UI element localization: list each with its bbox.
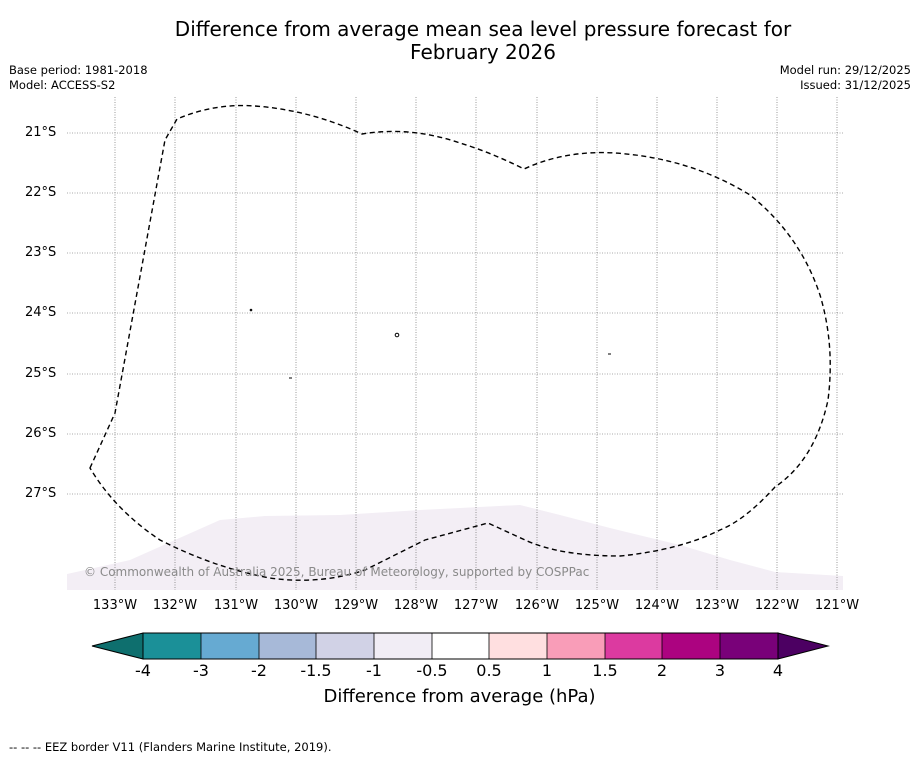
colorbar-tick: 4 bbox=[772, 661, 784, 680]
colorbar-tick: -3 bbox=[193, 661, 209, 680]
colorbar bbox=[91, 632, 830, 660]
colorbar-tick: 3 bbox=[714, 661, 726, 680]
islands bbox=[249, 308, 611, 379]
latitude-gridlines bbox=[67, 132, 843, 495]
issued-date: Issued: 31/12/2025 bbox=[800, 78, 911, 92]
island-2 bbox=[394, 332, 400, 338]
colorbar-tick: 1 bbox=[541, 661, 553, 680]
lon-label: 127°W bbox=[453, 598, 499, 613]
eez-legend-footer: -- -- -- EEZ border V11 (Flanders Marine… bbox=[9, 740, 332, 754]
lon-label: 129°W bbox=[333, 598, 379, 613]
lat-label: 21°S bbox=[25, 125, 57, 140]
lon-label: 132°W bbox=[152, 598, 198, 613]
map-title: Difference from average mean sea level p… bbox=[0, 18, 919, 64]
colorbar-bin bbox=[662, 633, 720, 659]
meta-right: Model run: 29/12/2025 Issued: 31/12/2025 bbox=[780, 63, 911, 93]
colorbar-tick: 1.5 bbox=[592, 661, 618, 680]
lon-label: 128°W bbox=[393, 598, 439, 613]
model-name: Model: ACCESS-S2 bbox=[9, 78, 116, 92]
colorbar-bin bbox=[259, 633, 316, 659]
lon-label: 124°W bbox=[634, 598, 680, 613]
colorbar-tick: 2 bbox=[656, 661, 668, 680]
eez-border bbox=[89, 104, 831, 581]
lat-label: 22°S bbox=[25, 185, 57, 200]
map-panel bbox=[67, 97, 843, 590]
lon-label: 130°W bbox=[273, 598, 319, 613]
colorbar-bin bbox=[605, 633, 662, 659]
colorbar-bin bbox=[720, 633, 778, 659]
lon-label: 122°W bbox=[754, 598, 800, 613]
colorbar-tick: -1.5 bbox=[300, 661, 332, 680]
lat-label: 27°S bbox=[25, 486, 57, 501]
longitude-gridlines bbox=[114, 97, 838, 590]
lat-label: 24°S bbox=[25, 305, 57, 320]
colorbar-tick: -0.5 bbox=[416, 661, 448, 680]
lon-label: 131°W bbox=[213, 598, 259, 613]
lat-label: 26°S bbox=[25, 426, 57, 441]
colorbar-bin bbox=[489, 633, 547, 659]
colorbar-tick: 0.5 bbox=[476, 661, 502, 680]
lat-label: 25°S bbox=[25, 366, 57, 381]
colorbar-arrow-high bbox=[777, 632, 830, 660]
colorbar-bin bbox=[432, 633, 489, 659]
colorbar-label: Difference from average (hPa) bbox=[323, 686, 596, 707]
lon-label: 121°W bbox=[814, 598, 860, 613]
colorbar-tick: -4 bbox=[135, 661, 151, 680]
anomaly-shading bbox=[67, 505, 843, 590]
island-1 bbox=[249, 308, 253, 312]
colorbar-frame bbox=[142, 632, 779, 660]
base-period: Base period: 1981-2018 bbox=[9, 63, 148, 77]
lon-label: 133°W bbox=[92, 598, 138, 613]
colorbar-bin bbox=[316, 633, 374, 659]
lon-label: 126°W bbox=[514, 598, 560, 613]
colorbar-tick: -1 bbox=[366, 661, 382, 680]
meta-left: Base period: 1981-2018 Model: ACCESS-S2 bbox=[9, 63, 148, 93]
colorbar-dividers bbox=[200, 633, 721, 659]
colorbar-bin bbox=[374, 633, 432, 659]
colorbar-arrow-low bbox=[91, 632, 144, 660]
model-run: Model run: 29/12/2025 bbox=[779, 63, 911, 77]
lon-label: 125°W bbox=[574, 598, 620, 613]
colorbar-bin bbox=[201, 633, 259, 659]
title-line-2: February 2026 bbox=[410, 40, 556, 64]
colorbar-bin bbox=[143, 633, 201, 659]
lat-label: 23°S bbox=[25, 245, 57, 260]
title-line-1: Difference from average mean sea level p… bbox=[174, 17, 792, 41]
copyright-notice: © Commonwealth of Australia 2025, Bureau… bbox=[84, 565, 590, 579]
colorbar-tick: -2 bbox=[251, 661, 267, 680]
colorbar-bin bbox=[547, 633, 605, 659]
lon-label: 123°W bbox=[694, 598, 740, 613]
